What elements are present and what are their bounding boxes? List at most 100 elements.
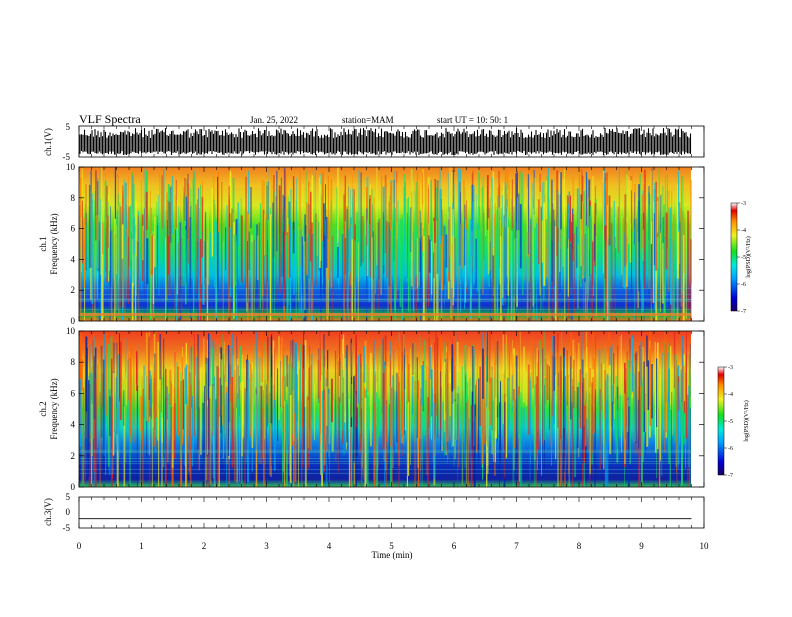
- spectrogram-streak: [677, 207, 680, 279]
- spectrogram-streak: [188, 396, 190, 473]
- spectrogram-streak: [282, 332, 284, 432]
- spectrogram-streak: [228, 201, 231, 321]
- spectrogram-streak: [642, 190, 644, 313]
- spectrogram-streak: [628, 177, 630, 245]
- spectrogram-streak: [317, 359, 320, 399]
- spectrogram-streak: [572, 214, 574, 261]
- spectrogram-streak: [433, 221, 434, 253]
- spectrogram-streak: [183, 193, 185, 287]
- spectrogram-streak: [504, 205, 506, 260]
- spectrogram-streak: [361, 216, 364, 263]
- spectrogram-streak: [466, 372, 467, 469]
- spectrogram-streak: [508, 336, 510, 438]
- spectrogram-streak: [269, 214, 272, 321]
- spectrogram-streak: [611, 401, 614, 465]
- spectrogram-streak: [390, 236, 392, 321]
- spectrogram-streak: [626, 399, 629, 432]
- spectrogram-streak: [440, 371, 441, 452]
- spectrogram-streak: [430, 179, 432, 301]
- spectrogram-streak: [199, 367, 202, 455]
- spectrogram-streak: [463, 179, 465, 218]
- spectrogram-streak: [530, 372, 532, 406]
- spectrogram-streak: [170, 407, 172, 476]
- spectrogram-streak: [443, 222, 445, 307]
- spectrogram-streak: [448, 206, 451, 257]
- spectrogram-streak: [265, 219, 268, 255]
- spectrogram-streak: [615, 216, 617, 249]
- spectrogram-streak: [373, 357, 375, 480]
- spectrogram-streak: [154, 238, 156, 301]
- time-tick-label: 10: [700, 541, 710, 551]
- spectrogram-streak: [530, 380, 531, 463]
- spectrogram-streak: [457, 239, 459, 321]
- spectrogram-streak: [399, 218, 402, 307]
- spectrogram-streak: [664, 239, 666, 321]
- spectrogram-streak: [217, 170, 220, 233]
- spectrogram-streak: [359, 348, 361, 418]
- spectrogram-streak: [461, 223, 463, 270]
- spectrogram-streak: [628, 406, 630, 487]
- spectrogram-streak: [564, 376, 567, 465]
- spectrogram-streak: [84, 355, 86, 480]
- spectrogram-streak: [505, 334, 507, 458]
- spectrogram-streak: [104, 188, 106, 237]
- spectrogram-streak: [270, 336, 273, 423]
- spectrogram-streak: [149, 370, 151, 408]
- spectrogram-streak: [613, 352, 615, 404]
- spectrogram-streak: [658, 232, 660, 321]
- spectrogram-streak: [585, 171, 587, 226]
- spectrogram-streak: [127, 359, 129, 430]
- spectrogram-streak: [625, 169, 627, 278]
- spectrogram-streak: [527, 174, 529, 255]
- spectrogram-streak: [208, 333, 210, 454]
- spectrogram-streak: [659, 374, 661, 461]
- spectrogram-streak: [106, 185, 108, 283]
- spectrogram-streak: [165, 227, 167, 321]
- spectrogram-streak: [451, 344, 454, 392]
- spectrogram-streak: [158, 391, 160, 487]
- spectrogram-streak: [337, 335, 338, 409]
- spectrogram-streak: [550, 179, 553, 282]
- spectrogram-streak: [244, 388, 246, 487]
- spectrogram-streak: [380, 344, 383, 405]
- spectrogram-streak: [389, 182, 392, 231]
- spectrogram-streak: [615, 376, 617, 442]
- spectrogram-streak: [679, 400, 681, 445]
- spectrogram-streak: [400, 348, 402, 433]
- spectrogram-streak: [645, 395, 647, 432]
- spectrogram-streak: [306, 202, 308, 276]
- spectrogram-streak: [368, 367, 370, 403]
- spectrogram-streak: [414, 380, 417, 487]
- spectrogram-streak: [97, 178, 99, 215]
- spectrogram-streak: [569, 218, 570, 321]
- spectrogram-streak: [556, 226, 558, 321]
- spectrogram-streak: [302, 184, 304, 245]
- spectrogram-streak: [478, 378, 480, 466]
- spectrogram-streak: [248, 231, 250, 270]
- ch1-colorbar-tick-label: -4: [741, 228, 746, 234]
- ch2-spectrogram-ylabel: Frequency (kHz): [49, 378, 59, 439]
- spectrogram-streak: [342, 334, 345, 378]
- spectrogram-streak: [664, 175, 666, 258]
- spectrogram-streak: [332, 213, 334, 281]
- spectrogram-streak: [580, 219, 582, 267]
- spectrogram-streak: [410, 348, 411, 465]
- spectrogram-streak: [377, 222, 379, 310]
- ch1-colorbar-tick-label: -6: [741, 282, 746, 288]
- spectrogram-streak: [594, 389, 596, 487]
- spectrogram-streak: [282, 233, 284, 321]
- spectrogram-streak: [102, 341, 104, 456]
- spectrogram-streak: [492, 227, 494, 311]
- spectrogram-streak: [194, 171, 196, 241]
- time-tick-label: 2: [202, 541, 207, 551]
- spectrogram-streak: [580, 339, 582, 393]
- spectrogram-streak: [571, 232, 574, 321]
- spectrogram-streak: [281, 337, 283, 413]
- spectrogram-streak: [278, 185, 281, 293]
- spectrogram-streak: [486, 332, 487, 442]
- spectrogram-streak: [350, 338, 353, 427]
- spectrogram-streak: [431, 241, 433, 295]
- spectrogram-streak: [249, 363, 252, 438]
- spectrogram-streak: [348, 398, 350, 487]
